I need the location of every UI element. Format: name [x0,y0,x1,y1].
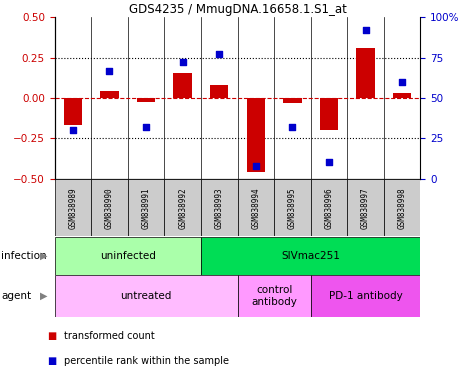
Point [362,27,370,33]
Text: GSM838995: GSM838995 [288,187,297,228]
Bar [128,179,164,236]
Text: percentile rank within the sample: percentile rank within the sample [64,356,229,366]
Bar [311,275,420,317]
Bar [201,179,238,236]
Text: GSM838997: GSM838997 [361,187,370,228]
Bar [100,91,119,98]
Bar [347,179,384,236]
Point [325,159,332,166]
Bar [311,179,347,236]
Bar [55,237,201,275]
Bar [393,93,411,98]
Point [289,124,296,130]
Text: ▶: ▶ [40,251,48,261]
Bar [356,48,375,98]
Text: SIVmac251: SIVmac251 [281,251,340,261]
Text: GSM838992: GSM838992 [178,187,187,228]
Bar [201,237,420,275]
Text: GSM838998: GSM838998 [398,187,407,228]
Text: GSM838996: GSM838996 [324,187,333,228]
Text: PD-1 antibody: PD-1 antibody [329,291,402,301]
Bar [238,179,274,236]
Bar [55,275,238,317]
Bar [247,98,265,172]
Bar [320,98,338,130]
Bar [164,179,201,236]
Point [252,162,259,169]
Text: control
antibody: control antibody [251,285,297,307]
Text: untreated: untreated [120,291,172,301]
Text: infection: infection [1,251,47,261]
Text: uninfected: uninfected [100,251,156,261]
Point [142,124,150,130]
Bar [91,179,128,236]
Text: GSM838989: GSM838989 [68,187,77,228]
Point [216,51,223,58]
Text: agent: agent [1,291,31,301]
Bar [173,73,192,98]
Bar [210,85,228,98]
Bar [238,275,311,317]
Point [69,127,77,133]
Bar [137,98,155,102]
Text: transformed count: transformed count [64,331,155,341]
Text: GSM838991: GSM838991 [142,187,151,228]
Point [105,68,113,74]
Bar [64,98,82,125]
Point [398,79,406,85]
Point [179,60,186,66]
Bar [55,179,91,236]
Text: GSM838993: GSM838993 [215,187,224,228]
Text: GSM838994: GSM838994 [251,187,260,228]
Title: GDS4235 / MmugDNA.16658.1.S1_at: GDS4235 / MmugDNA.16658.1.S1_at [129,3,346,16]
Text: ▶: ▶ [40,291,48,301]
Text: ■: ■ [48,356,57,366]
Bar [274,179,311,236]
Text: ■: ■ [48,331,57,341]
Bar [283,98,302,103]
Text: GSM838990: GSM838990 [105,187,114,228]
Bar [384,179,420,236]
